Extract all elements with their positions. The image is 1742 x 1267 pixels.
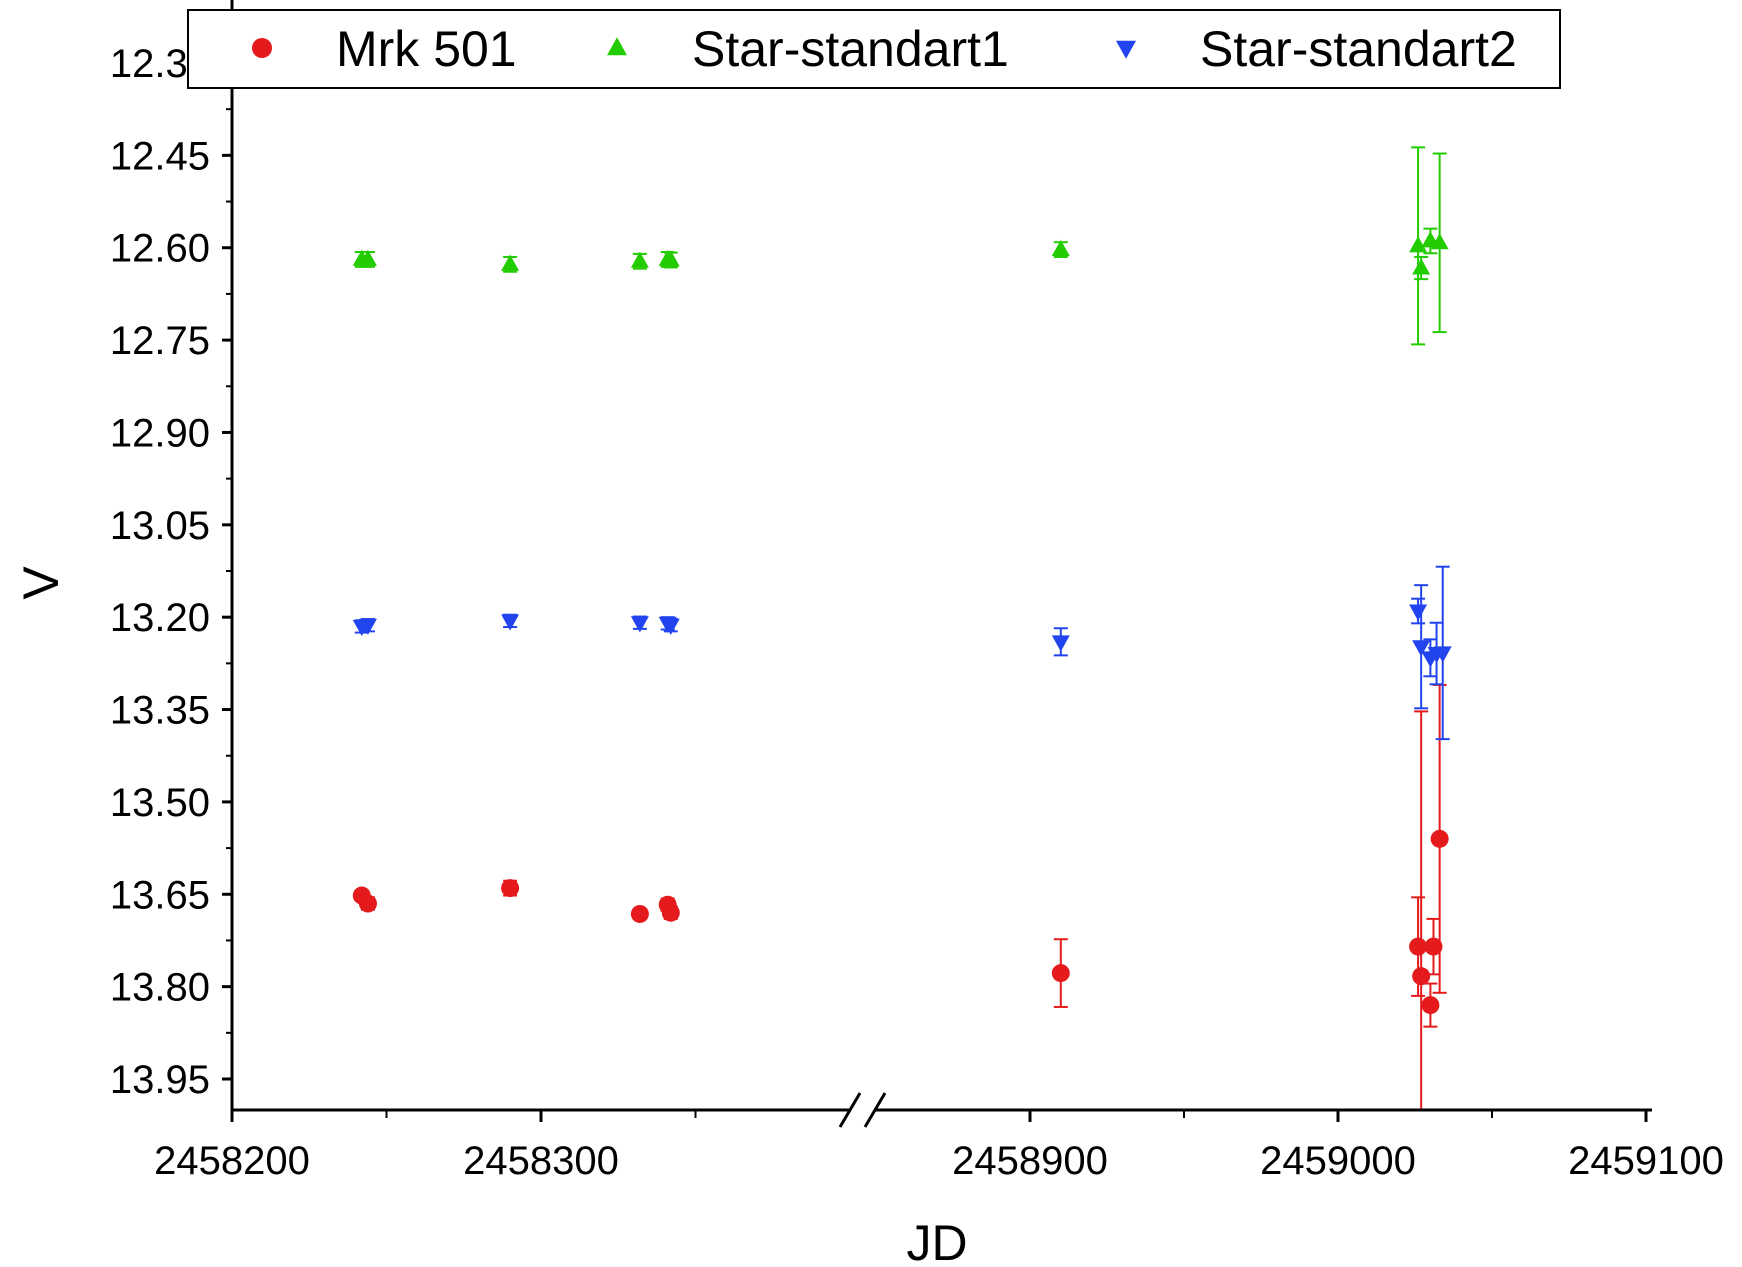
axes-layer: 12.3012.4512.6012.7512.9013.0513.2013.35… (110, 0, 1724, 1183)
star-standart2-point (1412, 640, 1431, 657)
y-tick-label: 13.65 (110, 873, 210, 917)
error-bars-layer (354, 146, 1450, 1111)
data-points-layer (352, 231, 1452, 1015)
y-tick-label: 13.20 (110, 596, 210, 640)
mrk-501-point (1430, 829, 1449, 848)
star-standart1-point (1051, 239, 1070, 257)
legend-label-star-standart2: Star-standart2 (1200, 21, 1517, 77)
star-standart1-point (661, 250, 680, 267)
y-tick-label: 13.05 (110, 504, 210, 548)
mrk-501-point (661, 903, 680, 922)
mrk-501-point (1409, 937, 1428, 956)
legend-label-mrk-501: Mrk 501 (336, 21, 517, 77)
y-tick-label: 12.60 (110, 227, 210, 271)
star-standart2-point (501, 614, 520, 631)
star-standart2-point (630, 616, 649, 633)
legend-marker-star-standart2 (1116, 40, 1136, 59)
mrk-501-point (358, 894, 377, 913)
star-standart2-point (1409, 604, 1428, 621)
mrk-501-point (501, 879, 520, 898)
star-standart2-point (358, 618, 377, 635)
legend-label-star-standart1: Star-standart1 (692, 21, 1009, 77)
mrk-501-point (1412, 967, 1431, 986)
star-standart2-point (1433, 646, 1452, 663)
x-tick-label: 2459100 (1568, 1139, 1724, 1183)
mrk-501-point (1424, 937, 1443, 956)
star-standart1-point (358, 249, 377, 266)
mrk-501-point (1421, 996, 1440, 1015)
axis-break-mark (863, 1092, 887, 1128)
x-axis-title: JD (906, 1215, 967, 1267)
x-tick-label: 2458200 (154, 1139, 310, 1183)
y-tick-label: 12.45 (110, 134, 210, 178)
y-tick-label: 13.80 (110, 966, 210, 1010)
y-tick-label: 12.90 (110, 411, 210, 455)
star-standart1-point (1412, 258, 1431, 275)
legend: Mrk 501 Star-standart1 Star-standart2 (187, 9, 1561, 89)
y-tick-label: 13.50 (110, 781, 210, 825)
y-tick-label: 12.75 (110, 319, 210, 363)
star-standart2-point (1051, 635, 1070, 652)
legend-marker-star-standart1 (607, 37, 627, 56)
star-standart2-point (661, 618, 680, 635)
legend-marker-mrk-501 (252, 38, 272, 58)
star-standart1-point (1409, 236, 1428, 253)
y-axis-title: V (13, 566, 69, 600)
star-standart1-point (501, 254, 520, 271)
x-tick-label: 2458900 (952, 1139, 1108, 1183)
y-tick-label: 13.95 (110, 1058, 210, 1102)
axis-break-mark (838, 1092, 862, 1128)
x-tick-label: 2458300 (463, 1139, 619, 1183)
star-standart1-point (1430, 233, 1449, 250)
mrk-501-point (1051, 964, 1070, 983)
mrk-501-point (630, 904, 649, 923)
x-tick-label: 2459000 (1260, 1139, 1416, 1183)
star-standart1-point (630, 251, 649, 268)
legend-frame (187, 9, 1561, 89)
y-tick-label: 13.35 (110, 689, 210, 733)
